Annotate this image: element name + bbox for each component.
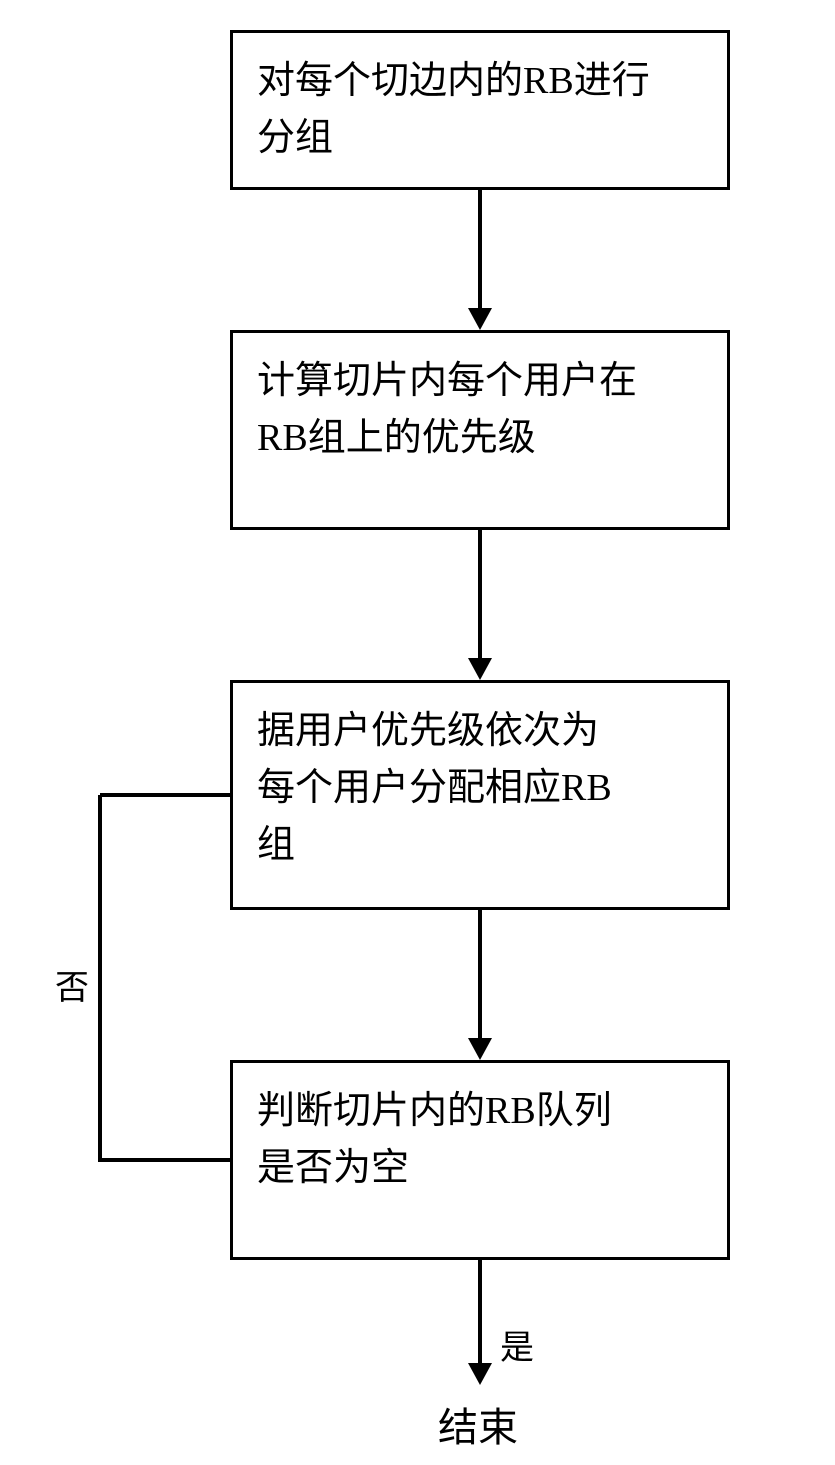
flowchart-node-3: 据用户优先级依次为 每个用户分配相应RB 组 xyxy=(230,680,730,910)
arrow-1-2-line xyxy=(478,190,482,310)
arrow-1-2-head xyxy=(468,308,492,330)
flowchart-container: 对每个切边内的RB进行 分组 计算切片内每个用户在 RB组上的优先级 据用户优先… xyxy=(0,0,835,1465)
node-4-text: 判断切片内的RB队列 是否为空 xyxy=(257,1083,612,1197)
loop-line-h2 xyxy=(100,793,230,797)
node-2-text: 计算切片内每个用户在 RB组上的优先级 xyxy=(257,353,637,467)
flowchart-node-4: 判断切片内的RB队列 是否为空 xyxy=(230,1060,730,1260)
arrow-3-4-head xyxy=(468,1038,492,1060)
edge-label-no: 否 xyxy=(55,960,89,1009)
flowchart-node-2: 计算切片内每个用户在 RB组上的优先级 xyxy=(230,330,730,530)
arrow-3-4-line xyxy=(478,910,482,1040)
flowchart-node-1: 对每个切边内的RB进行 分组 xyxy=(230,30,730,190)
edge-label-yes: 是 xyxy=(500,1320,534,1369)
end-node-text: 结束 xyxy=(438,1395,518,1453)
arrow-2-3-line xyxy=(478,530,482,660)
node-1-text: 对每个切边内的RB进行 分组 xyxy=(257,53,650,167)
arrow-2-3-head xyxy=(468,658,492,680)
loop-line-h1 xyxy=(100,1158,230,1162)
arrow-4-end-head xyxy=(468,1363,492,1385)
arrow-4-end-line xyxy=(478,1260,482,1365)
loop-line-v xyxy=(98,795,102,1162)
node-3-text: 据用户优先级依次为 每个用户分配相应RB 组 xyxy=(257,703,612,874)
